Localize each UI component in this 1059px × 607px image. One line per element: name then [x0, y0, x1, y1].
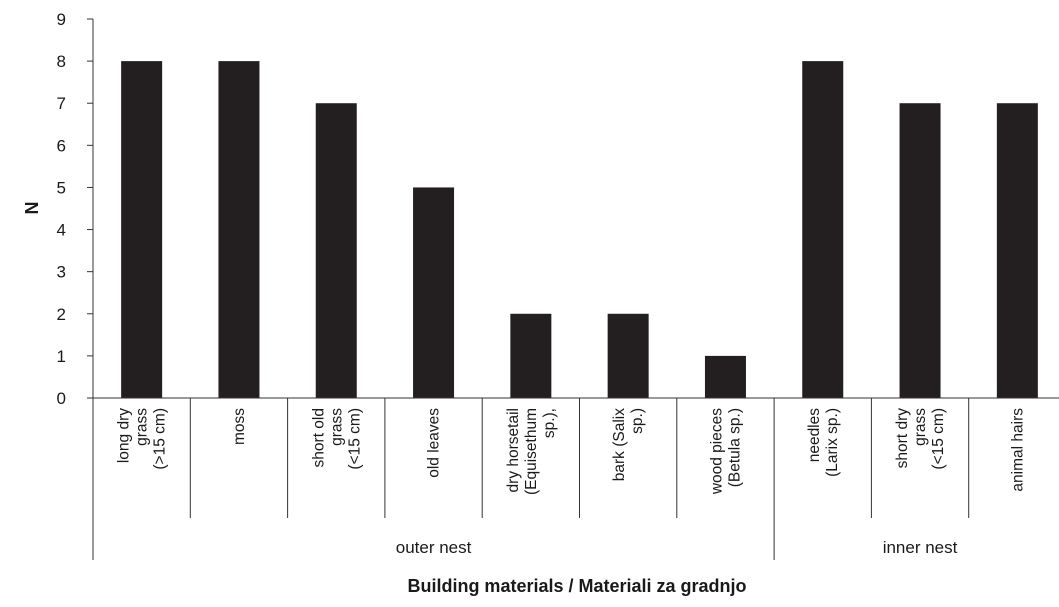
y-tick-label: 9 [57, 10, 66, 29]
x-category-label: bark (Salix [611, 408, 628, 481]
x-category-label: (Betula sp.) [726, 408, 743, 487]
x-category-label: (Larix sp.) [824, 408, 841, 477]
y-tick-label: 2 [57, 305, 66, 324]
y-tick-label: 8 [57, 52, 66, 71]
bar [510, 313, 552, 398]
bar [704, 355, 746, 398]
bars [121, 61, 1038, 398]
x-category-label: short dry [894, 408, 911, 469]
x-category-label: grass [912, 408, 929, 446]
x-category-label: wood pieces [708, 408, 725, 495]
bar [315, 103, 357, 398]
x-axis-title: Building materials / Materiali za gradnj… [407, 576, 746, 596]
x-category-label: old leaves [426, 408, 443, 478]
x-category-label: (<15 cm) [930, 408, 947, 470]
bar [607, 313, 649, 398]
x-group-label: inner nest [883, 538, 958, 557]
x-category-label: (>15 cm) [152, 408, 169, 470]
bar [802, 61, 844, 398]
y-tick-label: 5 [57, 178, 66, 197]
x-axis: long dry grass (>15 cm) moss short old grass(… [92, 397, 1059, 560]
x-category-label: sp.), [541, 408, 558, 438]
x-category-label: long dry [116, 408, 133, 463]
x-category-label: grass [134, 408, 151, 446]
y-tick-label: 0 [57, 389, 66, 408]
bar [413, 187, 455, 398]
bar [218, 61, 260, 398]
y-tick-label: 4 [57, 221, 66, 240]
x-category-label: animal hairs [1009, 408, 1026, 492]
x-group-label: outer nest [396, 538, 472, 557]
y-axis-title: N [22, 202, 42, 215]
bar [996, 103, 1038, 398]
y-tick-label: 1 [57, 347, 66, 366]
y-tick-label: 7 [57, 94, 66, 113]
bar [121, 61, 163, 398]
x-category-label: needles [806, 408, 823, 463]
x-category-label: (<15 cm) [346, 408, 363, 470]
x-category-label: moss [231, 408, 248, 445]
x-category-label: sp.) [629, 408, 646, 434]
x-category-label: short old [310, 408, 327, 467]
y-tick-label: 3 [57, 263, 66, 282]
x-category-label: dry horsetail [505, 408, 522, 492]
y-tick-label: 6 [57, 136, 66, 155]
x-category-label: grass [328, 408, 345, 446]
y-axis: 0 1 2 3 4 5 6 7 8 9 [57, 10, 94, 408]
bar [899, 103, 941, 398]
x-category-label: (Equisethum [523, 408, 540, 495]
